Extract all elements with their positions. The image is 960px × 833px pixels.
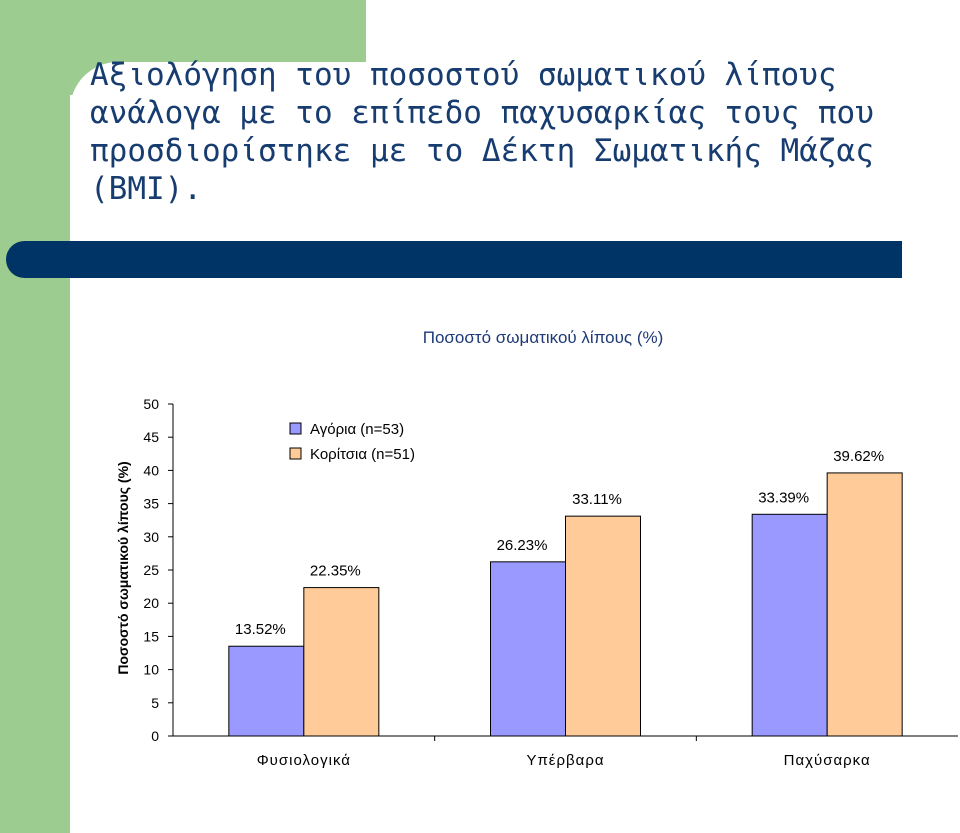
data-label: 39.62%: [833, 448, 884, 465]
y-tick-label: 0: [151, 728, 159, 744]
y-tick-label: 15: [143, 628, 159, 644]
y-tick-label: 5: [151, 695, 159, 711]
y-tick-label: 50: [143, 396, 159, 412]
bar: [490, 561, 566, 737]
y-tick-label: 45: [143, 429, 159, 445]
bar: [751, 513, 828, 737]
y-tick-label: 25: [143, 562, 159, 578]
content-panel-corner: [70, 62, 400, 262]
y-tick-label: 35: [143, 496, 159, 512]
y-tick-label: 40: [143, 462, 159, 478]
accent-bar: [6, 241, 902, 278]
x-category-label: Υπέρβαρα: [526, 752, 604, 769]
y-tick-label: 20: [143, 595, 159, 611]
y-tick-label: 30: [143, 529, 159, 545]
data-label: 22.35%: [310, 563, 361, 580]
y-axis-label: Ποσοστό σωματικού λίπους (%): [115, 461, 131, 674]
y-axis: 0 5 10 15 20 25 30 35 40 45 50: [143, 396, 174, 744]
legend-label: Αγόρια (n=53): [310, 421, 404, 438]
x-category-label: Φυσιολογικά: [257, 752, 351, 769]
legend-swatch: [289, 422, 302, 435]
chart-title: Ποσοστό σωματικού λίπους (%): [423, 328, 664, 347]
legend-swatch: [289, 447, 302, 460]
background-strip-left: [0, 0, 70, 833]
x-category-label: Παχύσαρκα: [784, 752, 871, 769]
data-label: 13.52%: [235, 621, 286, 638]
data-label: 26.23%: [497, 537, 548, 554]
y-tick-label: 10: [143, 662, 159, 678]
legend: Αγόρια (n=53) Κορίτσια (n=51): [289, 421, 415, 463]
bar: [826, 472, 903, 737]
bar: [228, 645, 305, 737]
slide-title: Αξιολόγηση του ποσοστού σωματικού λίπους…: [90, 57, 874, 207]
bar: [565, 515, 641, 737]
legend-label: Κορίτσια (n=51): [310, 446, 415, 463]
bars: 13.52% 26.23% 33.39% 22.35% 33.11% 39.62%: [228, 448, 903, 737]
data-label: 33.39%: [758, 489, 809, 506]
data-label: 33.11%: [572, 491, 622, 508]
bar: [303, 587, 380, 737]
x-axis: Φυσιολογικά Υπέρβαρα Παχύσαρκα: [173, 735, 958, 769]
